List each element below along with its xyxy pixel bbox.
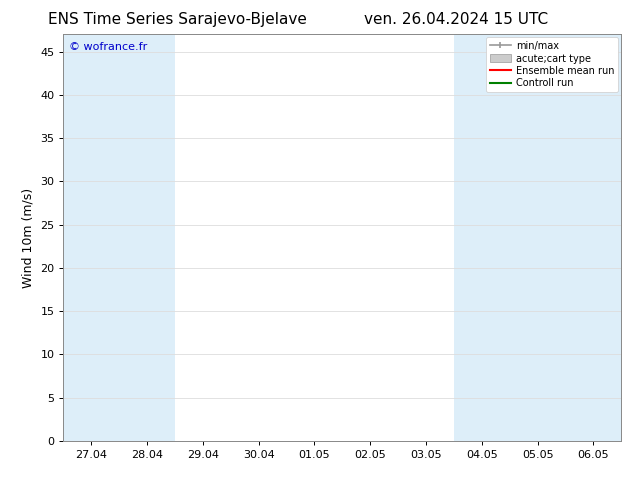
Text: © wofrance.fr: © wofrance.fr [69, 43, 147, 52]
Bar [119, 34, 175, 441]
Y-axis label: Wind 10m (m/s): Wind 10m (m/s) [22, 188, 35, 288]
Legend: min/max, acute;cart type, Ensemble mean run, Controll run: min/max, acute;cart type, Ensemble mean … [486, 37, 618, 92]
Bar [454, 34, 510, 441]
Text: ven. 26.04.2024 15 UTC: ven. 26.04.2024 15 UTC [365, 12, 548, 27]
Bar [63, 34, 119, 441]
Bar [510, 34, 566, 441]
Text: ENS Time Series Sarajevo-Bjelave: ENS Time Series Sarajevo-Bjelave [48, 12, 307, 27]
Bar [566, 34, 621, 441]
